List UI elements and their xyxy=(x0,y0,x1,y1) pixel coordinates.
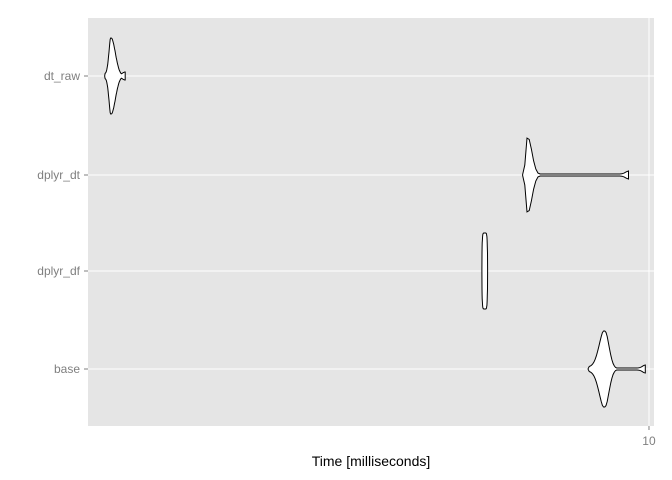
x-axis: 10 xyxy=(642,426,656,448)
violin-dplyr_dt xyxy=(522,137,629,213)
violin-dt_raw xyxy=(104,37,126,115)
plot-panel xyxy=(88,18,654,426)
y-tick-label-dt_raw: dt_raw xyxy=(44,69,80,83)
y-tick-label-dplyr_df: dplyr_df xyxy=(37,264,80,278)
violin-base xyxy=(587,330,646,408)
y-tick-label-dplyr_dt: dplyr_dt xyxy=(37,168,80,182)
violin-dplyr_df xyxy=(481,232,489,310)
y-tick-label-base: base xyxy=(54,362,80,376)
x-axis-title: Time [milliseconds] xyxy=(312,453,431,469)
x-tick-label-10: 10 xyxy=(642,434,656,448)
violins xyxy=(104,37,646,408)
